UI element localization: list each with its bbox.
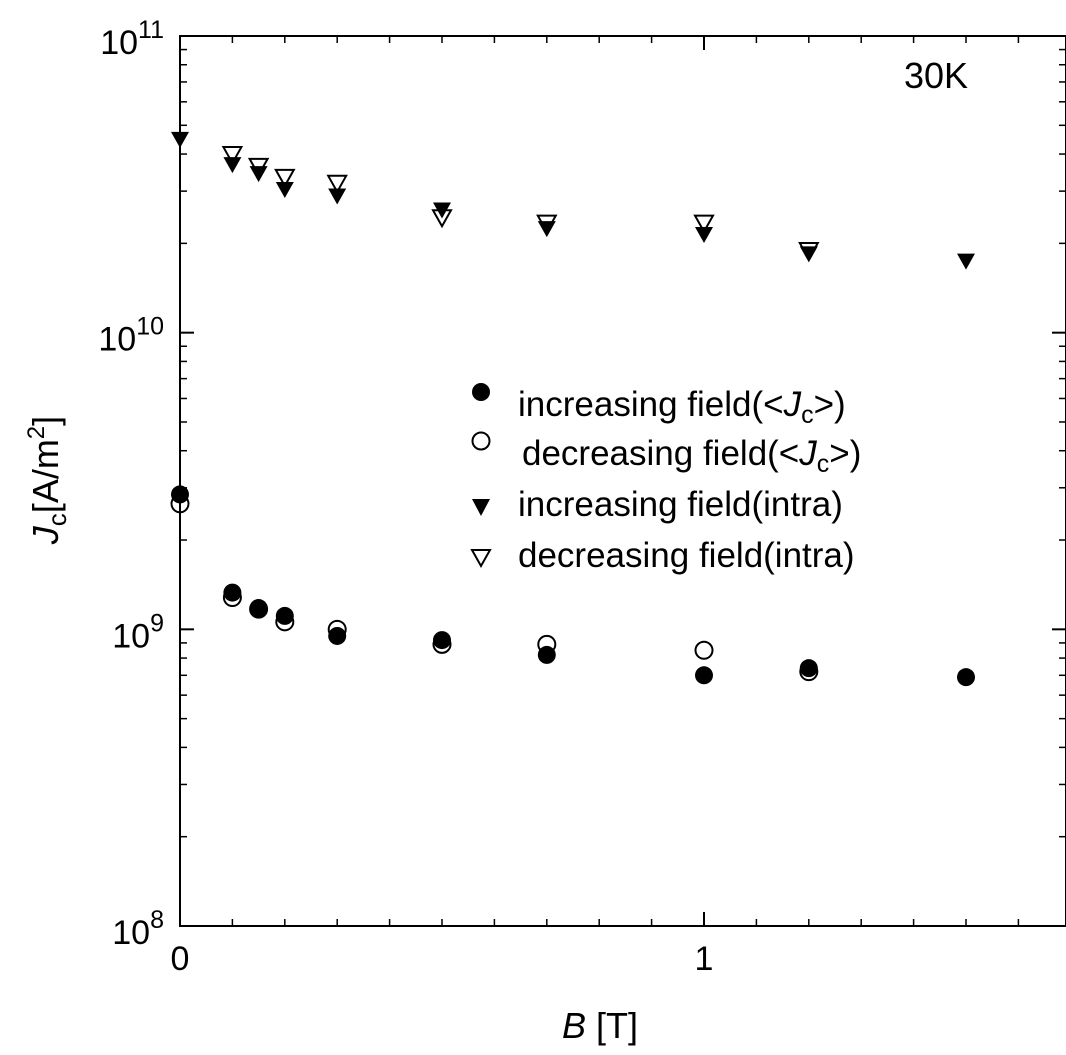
data-point-increasing-jc [249, 599, 268, 618]
data-point-decreasing-intra [326, 174, 348, 194]
legend-label-decreasing-jc: decreasing field(<Jc>) [522, 434, 861, 478]
x-tick-label: 1 [695, 940, 714, 978]
annotation-30k: 30K [904, 55, 968, 96]
data-point-decreasing-intra [798, 241, 820, 262]
data-point-increasing-jc [799, 659, 818, 678]
data-point-increasing-intra [695, 227, 713, 244]
data-point-increasing-jc [957, 668, 975, 687]
legend-label-increasing-intra: increasing field(intra) [518, 485, 843, 524]
legend-label-decreasing-intra: decreasing field(intra) [518, 536, 855, 575]
data-point-decreasing-jc [275, 612, 295, 632]
minor-ticks [180, 36, 1066, 926]
y-tick-label: 108 [112, 906, 164, 952]
data-point-decreasing-intra [431, 209, 453, 229]
legend-marker-open-circle [471, 431, 491, 451]
data-point-decreasing-jc [694, 640, 714, 660]
data-point-increasing-intra [328, 188, 347, 205]
data-point-increasing-intra [957, 253, 975, 270]
data-point-decreasing-jc [432, 634, 452, 654]
data-point-increasing-jc [223, 583, 242, 602]
y-tick-label: 1011 [100, 16, 164, 62]
data-point-decreasing-jc [249, 599, 269, 619]
data-point-increasing-jc [695, 666, 713, 685]
legend-marker-filled-triangle [472, 499, 490, 516]
data-point-decreasing-intra [274, 168, 296, 188]
y-axis-title: Jc[A/m2] [23, 416, 72, 545]
data-point-increasing-jc [275, 606, 294, 625]
plot-frame [179, 35, 1066, 927]
data-point-decreasing-intra [247, 157, 270, 177]
x-axis-title: B [T] [562, 1005, 638, 1046]
y-tick-label: 1010 [98, 313, 164, 359]
data-point-increasing-jc [433, 631, 451, 650]
data-point-decreasing-intra [221, 146, 244, 166]
data-point-decreasing-intra [536, 214, 558, 234]
legend-marker-filled-circle [472, 383, 490, 401]
data-point-increasing-jc [328, 626, 347, 645]
y-tick-label: 109 [112, 609, 164, 655]
data-points [170, 131, 975, 687]
data-point-decreasing-jc [799, 662, 819, 682]
legend: increasing field(<Jc>) decreasing field(… [470, 383, 861, 575]
x-tick-label: 0 [171, 940, 190, 978]
data-point-increasing-intra [171, 131, 189, 148]
data-point-decreasing-intra [693, 214, 715, 234]
data-point-decreasing-jc [170, 494, 190, 514]
data-point-decreasing-jc [537, 634, 557, 654]
data-point-decreasing-jc [222, 588, 242, 608]
data-point-increasing-intra [223, 157, 242, 174]
data-point-increasing-intra [537, 221, 556, 238]
legend-marker-open-triangle [470, 549, 492, 569]
legend-label-increasing-jc: increasing field(<Jc>) [518, 385, 846, 429]
data-point-decreasing-jc [327, 619, 347, 639]
tick-labels: 0 1 108 109 1010 1011 [98, 16, 713, 978]
data-point-increasing-intra [275, 181, 294, 198]
major-ticks [179, 35, 1066, 927]
